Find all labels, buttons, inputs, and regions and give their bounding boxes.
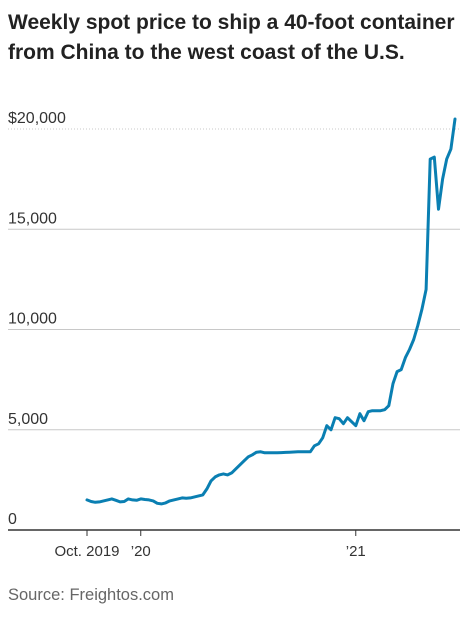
y-tick-label: 5,000 [8,411,48,428]
y-tick-label: 10,000 [8,311,57,328]
y-axis-labels: $20,000 15,000 10,000 5,000 0 [8,110,66,528]
x-tick-label: ’20 [131,543,151,560]
x-axis-ticks: Oct. 2019 ’20 ’21 [54,530,366,560]
y-tick-label: $20,000 [8,110,66,127]
chart-title: Weekly spot price to ship a 40-foot cont… [8,11,455,64]
source-note: Source: Freightos.com [8,586,174,604]
gridlines [8,128,460,431]
x-tick-label: ’21 [346,543,366,560]
y-tick-label: 15,000 [8,210,57,227]
y-tick-label: 0 [8,511,17,528]
price-series-line [85,117,457,506]
x-tick-label: Oct. 2019 [54,543,119,560]
